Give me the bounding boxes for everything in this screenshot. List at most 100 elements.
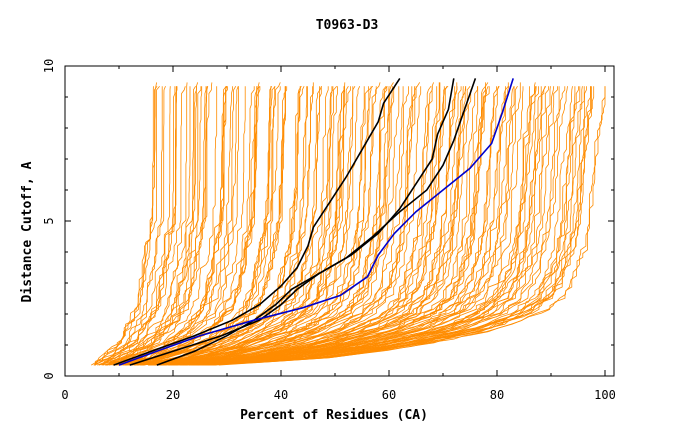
background-curve [137,86,320,366]
y-tick-label: 10 [42,59,56,73]
background-curve [195,85,547,366]
background-curve [182,86,479,366]
background-curve [161,86,400,366]
background-curve [203,86,558,366]
background-curve [170,86,438,366]
x-tick-label: 40 [274,388,288,402]
background-curve [141,86,322,366]
background-curve [120,86,239,366]
x-tick-label: 100 [594,388,616,402]
background-curve [192,86,510,366]
background-curve [137,82,314,366]
background-curve [140,86,338,366]
background-curve [181,86,490,366]
background-curve [182,86,478,366]
background-curve [194,86,537,366]
background-curve [174,86,458,366]
x-axis-label: Percent of Residues (CA) [240,408,428,423]
background-curve [200,86,539,366]
background-curve [120,86,261,366]
background-curve [171,82,441,366]
background-curve [193,86,515,366]
background-curve [180,86,464,366]
background-curve [180,85,474,366]
background-curve [102,86,177,366]
background-curve [149,86,372,366]
background-curve [106,82,213,366]
background-curve [95,86,171,366]
background-curve [94,86,178,366]
background-curve [210,86,576,366]
background-curve [188,86,497,366]
background-curve [171,86,445,366]
background-curve [161,82,421,366]
background-curve [195,86,515,366]
background-curve [164,86,422,366]
background-curve [124,86,286,366]
background-curve [94,85,158,366]
background-curve [161,86,404,366]
background-curve [218,86,606,366]
background-curves [90,82,606,366]
background-curve [174,86,467,366]
background-curve [158,86,409,366]
background-curve [116,86,233,366]
background-curve [102,86,202,366]
background-curve [206,86,560,366]
background-curve [94,86,166,366]
background-curve [127,86,281,366]
series-line-2 [129,78,455,366]
background-curve [168,82,440,366]
series-line-1 [113,77,401,366]
background-curve [175,82,458,366]
background-curve [122,86,255,366]
background-curve [211,86,595,366]
background-curve [170,82,434,366]
background-curve [150,85,356,366]
background-curve [202,86,568,366]
background-curve [204,86,573,366]
background-curve [193,86,524,366]
background-curve [128,86,288,366]
background-curve [110,86,218,366]
background-curve [139,85,338,366]
background-curve [106,86,203,366]
background-curve [210,86,581,366]
background-curve [152,86,361,366]
background-curve [101,85,196,366]
background-curve [107,86,197,366]
background-curve [159,82,394,366]
background-curve [106,86,208,366]
background-curve [179,86,467,366]
highlighted-curves [113,77,514,366]
x-tick-label: 60 [382,388,396,402]
x-axis: 0 20 40 60 80 100 [61,66,616,402]
background-curve [105,82,199,366]
background-curve [160,85,388,366]
background-curve [185,86,500,366]
background-curve [163,86,417,366]
y-axis: 0 5 10 [42,59,614,380]
background-curve [125,82,281,366]
background-curve [96,86,176,366]
background-curve [154,86,388,366]
background-curve [131,86,308,366]
background-curve [140,86,322,366]
background-curve [122,85,276,366]
background-curve [120,85,261,366]
background-curve [148,86,370,366]
background-curve [119,86,239,366]
background-curve [116,86,227,366]
chart-title: T0963-D3 [316,18,379,33]
background-curve [98,86,191,366]
background-curve [119,86,246,366]
background-curve [107,86,209,366]
series-line-4 [118,78,514,366]
background-curve [136,86,329,366]
series-line-3 [156,78,477,366]
background-curve [154,85,374,366]
background-curve [198,86,555,366]
background-curve [149,85,349,366]
